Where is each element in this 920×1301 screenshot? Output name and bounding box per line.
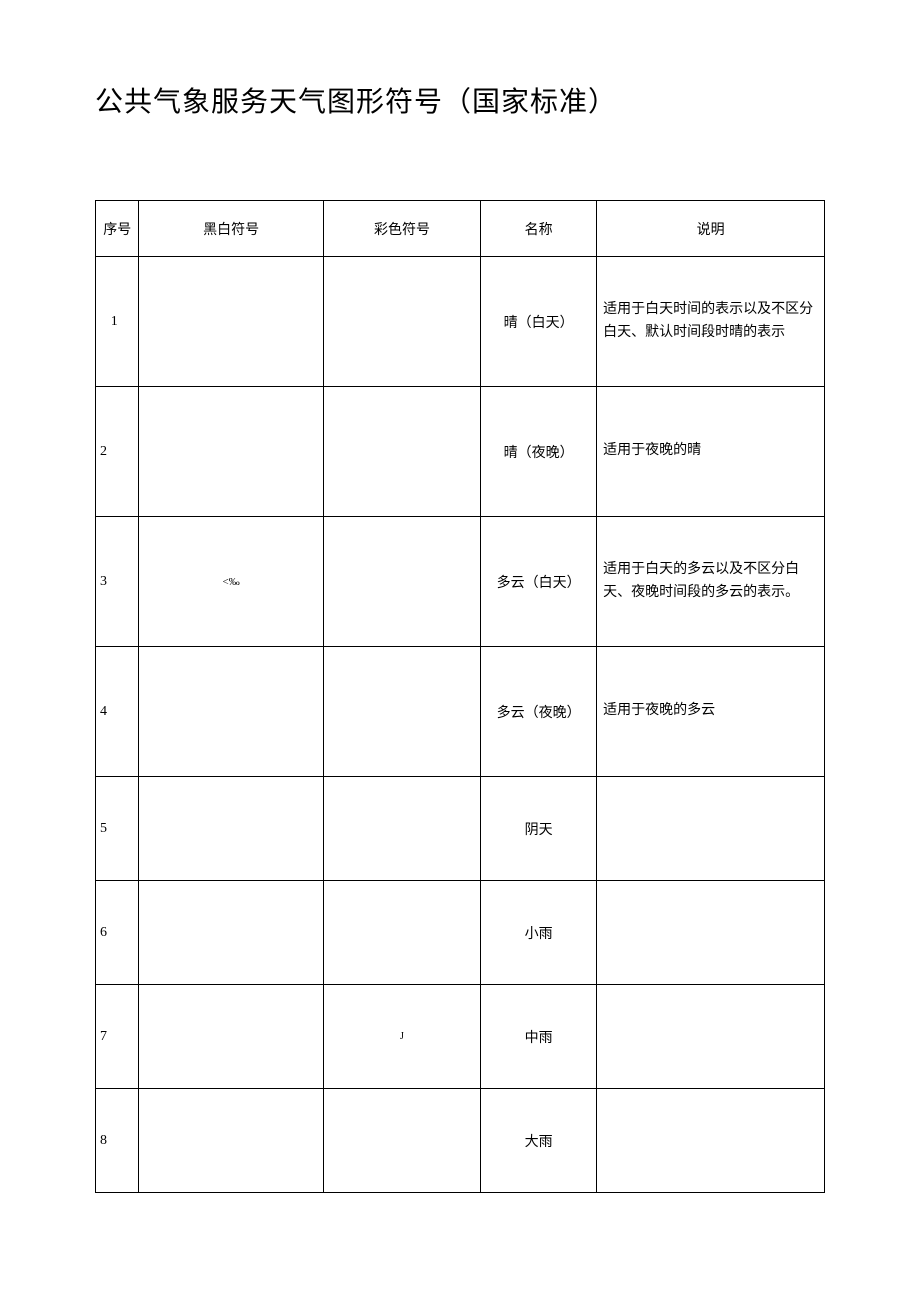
cell-bw-symbol <box>139 881 323 985</box>
cell-bw-symbol <box>139 1089 323 1193</box>
cell-seq: 6 <box>96 881 139 985</box>
cell-bw-symbol <box>139 985 323 1089</box>
table-row: 6 小雨 <box>96 881 825 985</box>
header-name: 名称 <box>481 201 597 257</box>
cell-seq: 8 <box>96 1089 139 1193</box>
cell-desc <box>597 1089 825 1193</box>
cell-desc <box>597 985 825 1089</box>
table-header-row: 序号 黑白符号 彩色符号 名称 说明 <box>96 201 825 257</box>
cell-color-symbol <box>323 647 480 777</box>
cell-bw-symbol: <‰ <box>139 517 323 647</box>
cell-seq: 1 <box>96 257 139 387</box>
cell-desc <box>597 777 825 881</box>
cell-bw-symbol <box>139 257 323 387</box>
cell-color-symbol <box>323 517 480 647</box>
cell-color-symbol <box>323 881 480 985</box>
cell-seq: 2 <box>96 387 139 517</box>
cell-desc: 适用于白天时间的表示以及不区分白天、默认时间段时晴的表示 <box>597 257 825 387</box>
cell-name: 阴天 <box>481 777 597 881</box>
cell-color-symbol <box>323 257 480 387</box>
table-row: 7 J 中雨 <box>96 985 825 1089</box>
table-row: 2 晴（夜晚） 适用于夜晚的晴 <box>96 387 825 517</box>
page-title: 公共气象服务天气图形符号（国家标准） <box>95 80 825 120</box>
table-row: 1 晴（白天） 适用于白天时间的表示以及不区分白天、默认时间段时晴的表示 <box>96 257 825 387</box>
cell-name: 晴（白天） <box>481 257 597 387</box>
cell-name: 晴（夜晚） <box>481 387 597 517</box>
cell-color-symbol <box>323 387 480 517</box>
cell-color-symbol <box>323 1089 480 1193</box>
cell-seq: 3 <box>96 517 139 647</box>
cell-color-symbol: J <box>323 985 480 1089</box>
cell-seq: 7 <box>96 985 139 1089</box>
cell-desc <box>597 881 825 985</box>
table-row: 4 多云（夜晚） 适用于夜晚的多云 <box>96 647 825 777</box>
cell-name: 多云（白天） <box>481 517 597 647</box>
header-color-symbol: 彩色符号 <box>323 201 480 257</box>
cell-name: 大雨 <box>481 1089 597 1193</box>
cell-color-symbol <box>323 777 480 881</box>
header-bw-symbol: 黑白符号 <box>139 201 323 257</box>
cell-bw-symbol <box>139 777 323 881</box>
cell-bw-symbol <box>139 647 323 777</box>
cell-bw-symbol <box>139 387 323 517</box>
cell-desc: 适用于白天的多云以及不区分白天、夜晚时间段的多云的表示。 <box>597 517 825 647</box>
table-row: 8 大雨 <box>96 1089 825 1193</box>
cell-desc: 适用于夜晚的晴 <box>597 387 825 517</box>
header-seq: 序号 <box>96 201 139 257</box>
cell-name: 多云（夜晚） <box>481 647 597 777</box>
cell-seq: 4 <box>96 647 139 777</box>
table-row: 3 <‰ 多云（白天） 适用于白天的多云以及不区分白天、夜晚时间段的多云的表示。 <box>96 517 825 647</box>
table-row: 5 阴天 <box>96 777 825 881</box>
weather-symbols-table: 序号 黑白符号 彩色符号 名称 说明 1 晴（白天） 适用于白天时间的表示以及不… <box>95 200 825 1193</box>
cell-desc: 适用于夜晚的多云 <box>597 647 825 777</box>
cell-seq: 5 <box>96 777 139 881</box>
cell-name: 小雨 <box>481 881 597 985</box>
cell-name: 中雨 <box>481 985 597 1089</box>
header-desc: 说明 <box>597 201 825 257</box>
